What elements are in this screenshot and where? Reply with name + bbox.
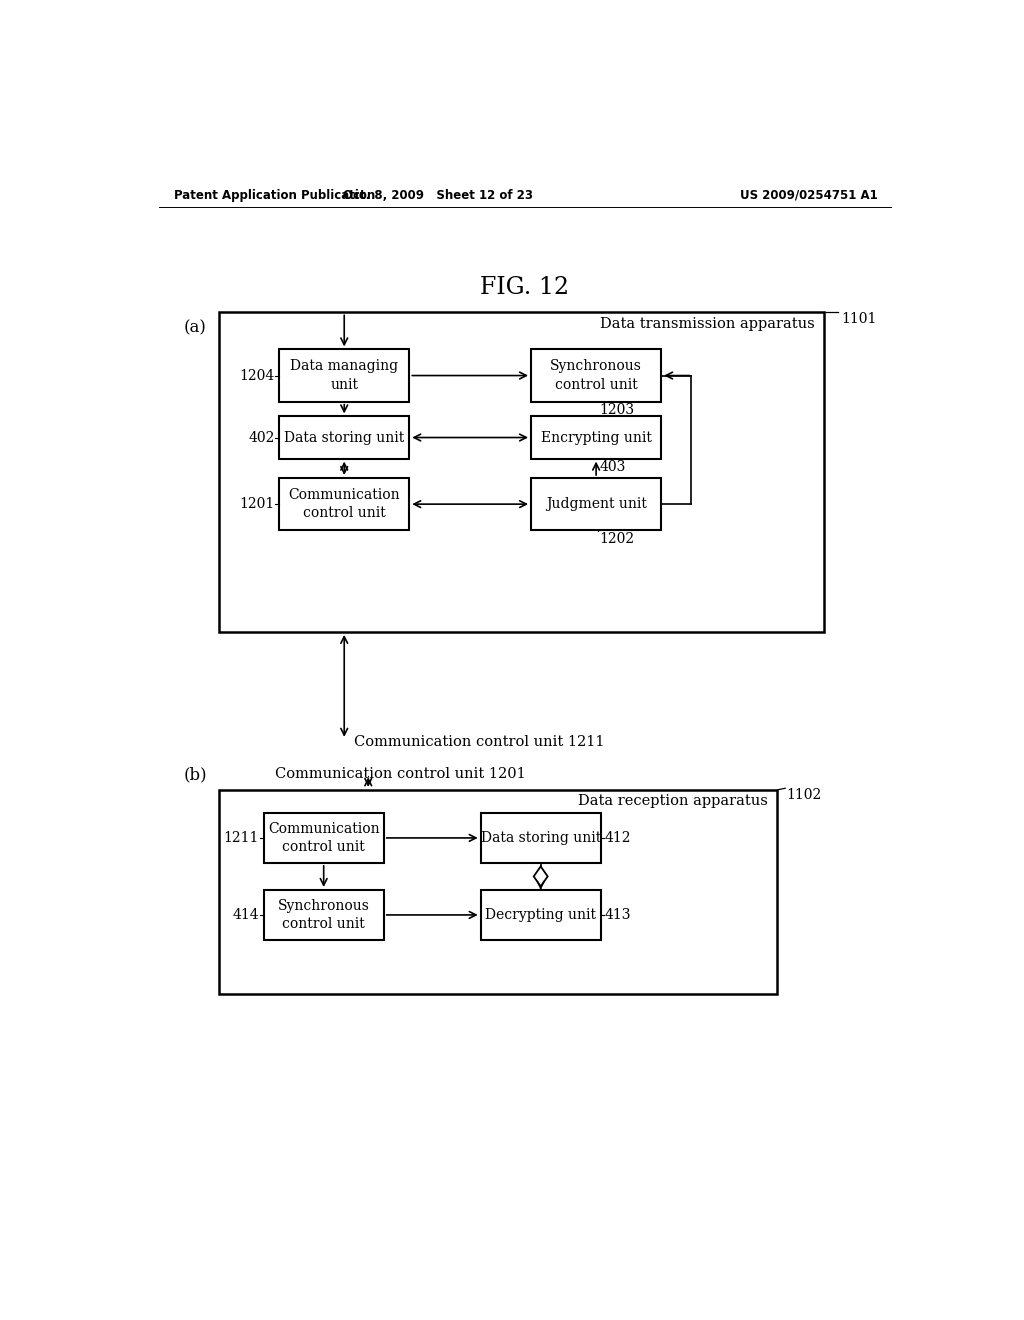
- Bar: [219, 313, 824, 632]
- Text: Oct. 8, 2009   Sheet 12 of 23: Oct. 8, 2009 Sheet 12 of 23: [343, 189, 534, 202]
- Bar: [480, 890, 601, 940]
- Text: Communication
control unit: Communication control unit: [268, 822, 380, 854]
- Bar: [280, 478, 410, 531]
- Bar: [219, 789, 777, 994]
- Text: 414: 414: [232, 908, 259, 921]
- Text: Communication control unit 1201: Communication control unit 1201: [275, 767, 526, 781]
- Bar: [280, 350, 410, 401]
- Text: Patent Application Publication: Patent Application Publication: [174, 189, 376, 202]
- Text: FIG. 12: FIG. 12: [480, 276, 569, 300]
- Text: Data reception apparatus: Data reception apparatus: [579, 795, 768, 808]
- Text: Synchronous
control unit: Synchronous control unit: [278, 899, 370, 931]
- Text: Data managing
unit: Data managing unit: [290, 359, 398, 392]
- Text: Synchronous
control unit: Synchronous control unit: [550, 359, 642, 392]
- Text: 402: 402: [248, 430, 274, 445]
- Text: Judgment unit: Judgment unit: [546, 498, 646, 511]
- Text: Data storing unit: Data storing unit: [480, 830, 601, 845]
- Text: 1202: 1202: [599, 532, 634, 546]
- Text: 403: 403: [599, 461, 626, 474]
- Text: Communication control unit 1211: Communication control unit 1211: [353, 735, 604, 748]
- Text: 1101: 1101: [841, 313, 877, 326]
- Text: Decrypting unit: Decrypting unit: [485, 908, 596, 921]
- Text: 413: 413: [604, 908, 631, 921]
- Text: 412: 412: [604, 830, 631, 845]
- Text: (a): (a): [183, 319, 207, 337]
- Text: Communication
control unit: Communication control unit: [289, 488, 400, 520]
- Bar: [531, 350, 662, 401]
- Text: Encrypting unit: Encrypting unit: [541, 430, 651, 445]
- Text: Data storing unit: Data storing unit: [284, 430, 404, 445]
- Bar: [531, 416, 662, 459]
- Text: Data transmission apparatus: Data transmission apparatus: [600, 317, 815, 331]
- Bar: [263, 813, 384, 863]
- Bar: [263, 890, 384, 940]
- Text: 1201: 1201: [240, 498, 274, 511]
- Bar: [480, 813, 601, 863]
- Text: 1203: 1203: [599, 404, 634, 417]
- Polygon shape: [534, 866, 548, 887]
- Bar: [280, 416, 410, 459]
- Bar: [531, 478, 662, 531]
- Text: 1211: 1211: [223, 830, 259, 845]
- Text: (b): (b): [183, 766, 208, 783]
- Text: 1102: 1102: [786, 788, 822, 803]
- Text: 1204: 1204: [240, 368, 274, 383]
- Text: US 2009/0254751 A1: US 2009/0254751 A1: [740, 189, 878, 202]
